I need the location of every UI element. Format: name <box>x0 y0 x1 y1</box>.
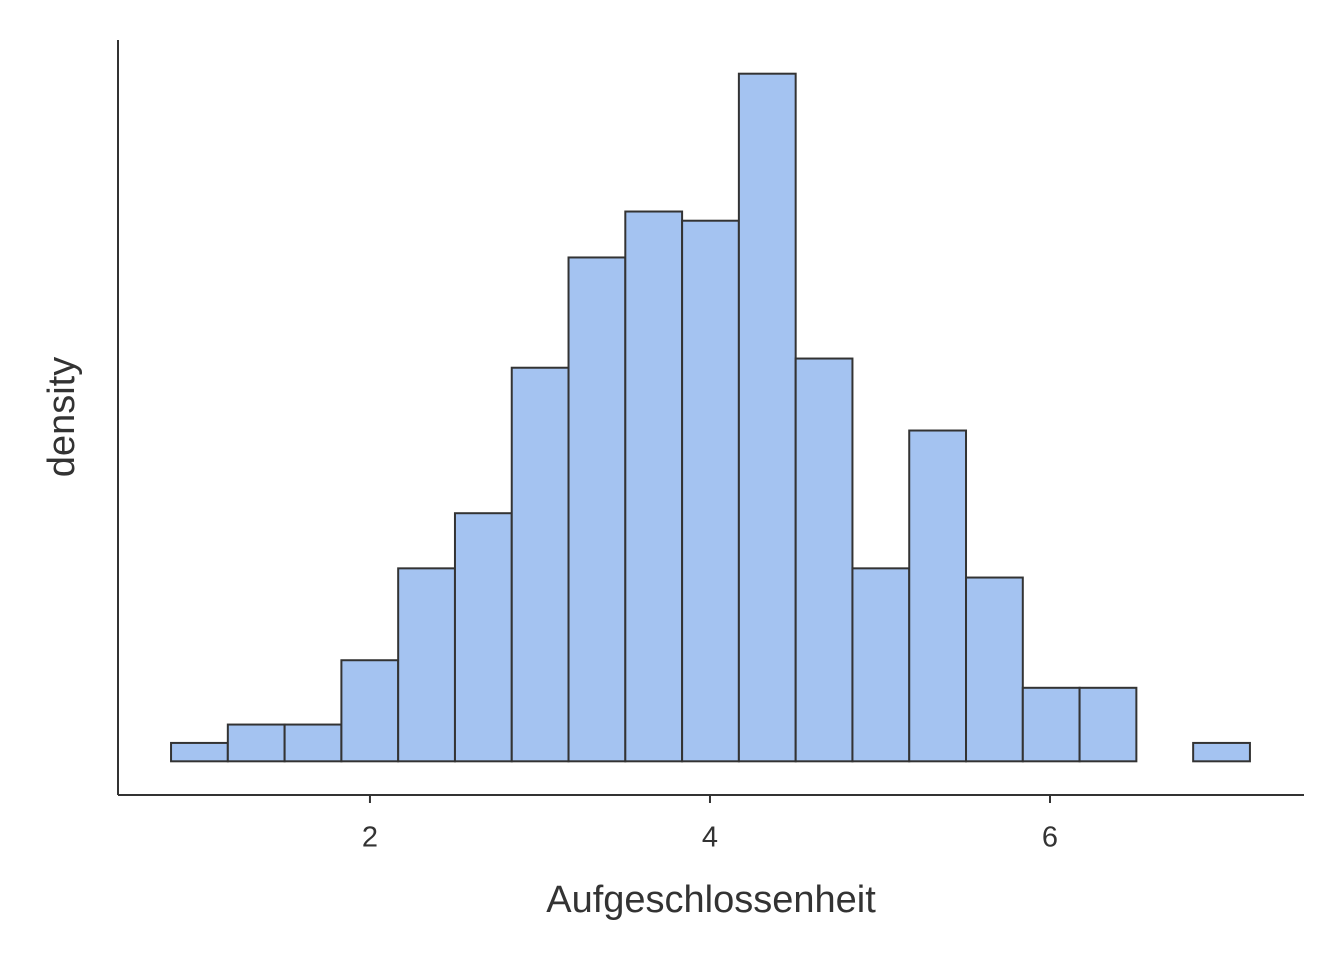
bar <box>340 659 400 763</box>
x-tick-label: 2 <box>362 822 378 854</box>
x-axis-label: Aufgeschlossenheit <box>546 879 876 921</box>
bar <box>1078 686 1138 763</box>
bar <box>226 723 286 763</box>
bar <box>453 512 513 763</box>
bar <box>397 567 456 763</box>
bar <box>567 256 627 763</box>
bar <box>510 366 570 763</box>
x-tick-label: 6 <box>1042 822 1058 854</box>
y-axis-label: density <box>41 357 83 477</box>
bar <box>737 72 797 763</box>
x-tick-label: 4 <box>702 822 718 854</box>
bar <box>965 576 1024 763</box>
bar <box>851 567 911 763</box>
bar <box>794 357 854 763</box>
bar <box>681 219 740 763</box>
bar <box>170 741 229 763</box>
bar <box>908 429 968 763</box>
bar <box>283 723 343 763</box>
bar <box>624 210 684 763</box>
bar <box>1021 686 1081 763</box>
bar <box>1192 741 1251 763</box>
